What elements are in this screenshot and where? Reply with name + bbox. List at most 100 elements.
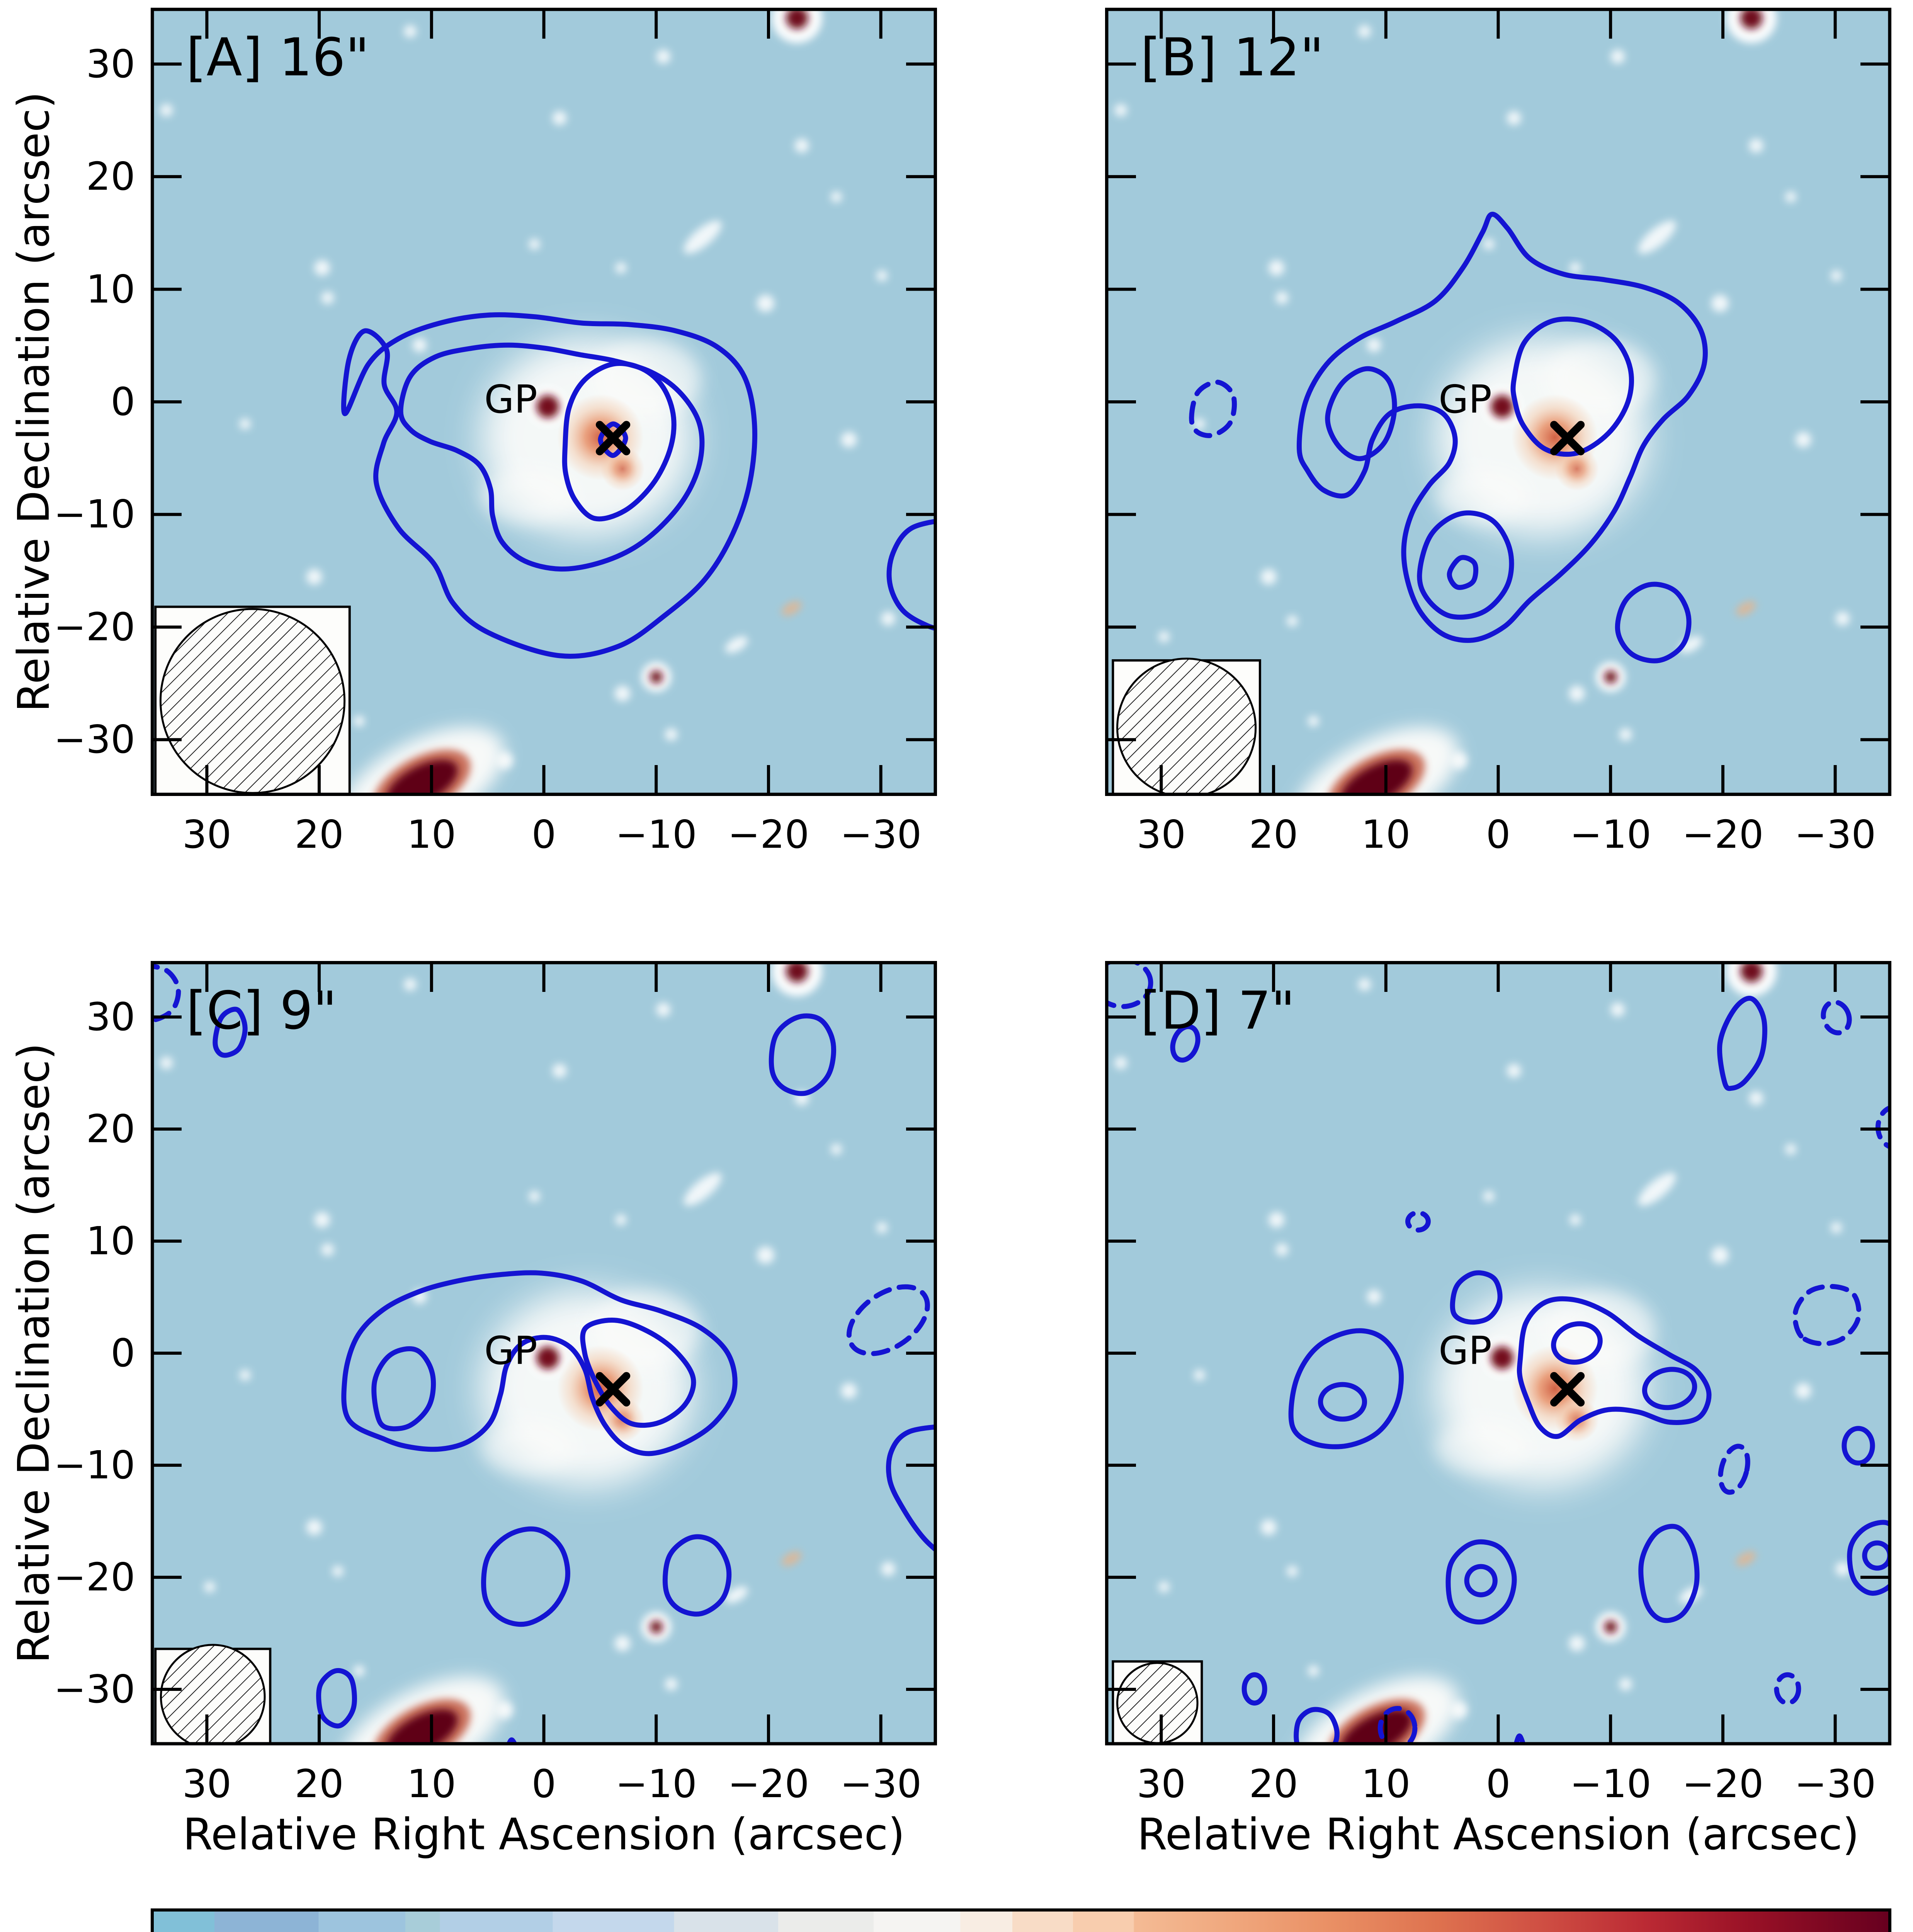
- background-star: [1308, 715, 1319, 727]
- background-star: [1610, 1002, 1625, 1017]
- background-star: [656, 1002, 671, 1017]
- negative-contour: [1405, 1210, 1431, 1233]
- contour: [481, 1526, 570, 1627]
- x-tick-label: 30: [182, 812, 231, 857]
- contour: [1642, 1367, 1697, 1410]
- y-tick-label: −10: [53, 492, 135, 537]
- background-star: [1287, 1566, 1298, 1577]
- x-tick-label: 0: [1486, 1761, 1511, 1806]
- x-tick-label: 10: [407, 1761, 456, 1806]
- y-tick-label: −30: [53, 717, 135, 762]
- contour: [1296, 212, 1708, 643]
- background-star: [841, 432, 857, 448]
- background-star: [1835, 1561, 1850, 1576]
- background-star: [725, 1586, 748, 1603]
- background-star: [665, 1678, 678, 1690]
- background-star: [321, 291, 334, 304]
- x-tick-label: −10: [615, 1761, 697, 1806]
- x-tick-label: 10: [1361, 1761, 1411, 1806]
- background-star: [332, 1566, 343, 1577]
- negative-contour: [1821, 999, 1852, 1036]
- negative-contour: [1774, 1672, 1801, 1706]
- contour: [886, 1424, 937, 1554]
- background-star: [757, 294, 774, 312]
- contour: [316, 1668, 357, 1729]
- contour: [1717, 996, 1767, 1091]
- background-galaxy: [781, 601, 802, 616]
- contour: [598, 421, 628, 458]
- background-star: [1275, 291, 1289, 304]
- background-star: [1358, 978, 1371, 991]
- x-tick-label: −10: [615, 812, 697, 857]
- gp-source: [1491, 1346, 1514, 1369]
- x-marker: [595, 1372, 631, 1406]
- y-tick-label: −10: [53, 1442, 135, 1488]
- x-tick-label: 30: [182, 1761, 231, 1806]
- background-star: [160, 1056, 173, 1070]
- background-star: [204, 1581, 215, 1593]
- background-star: [876, 1222, 888, 1233]
- background-star: [1795, 1383, 1811, 1399]
- background-star: [615, 262, 627, 274]
- background-star: [1194, 1369, 1205, 1381]
- background-star: [665, 728, 678, 741]
- contour: [1842, 1426, 1875, 1466]
- y-tick-label: −20: [53, 1554, 135, 1600]
- y-tick-label: 10: [86, 266, 135, 312]
- panel-c: [151, 961, 937, 1745]
- background-star: [412, 338, 427, 352]
- x-tick-label: −20: [728, 812, 809, 857]
- background-star: [1367, 1289, 1381, 1304]
- background-galaxy: [1736, 601, 1756, 616]
- background-star: [757, 1246, 774, 1264]
- background-star: [1711, 294, 1729, 312]
- contour: [1325, 366, 1397, 461]
- beam-ellipse: [160, 1644, 266, 1745]
- background-star: [1619, 1678, 1632, 1690]
- x-tick-label: −10: [1570, 1761, 1651, 1806]
- background-star: [1785, 191, 1796, 202]
- contour: [1445, 1539, 1517, 1625]
- x-tick-label: 20: [1249, 1761, 1298, 1806]
- contour: [1638, 1524, 1700, 1623]
- contour: [341, 312, 757, 659]
- background-star: [1638, 220, 1676, 254]
- x-tick-label: −30: [840, 1761, 922, 1806]
- background-star: [1269, 260, 1284, 276]
- background-star: [529, 238, 540, 250]
- background-star: [1610, 49, 1625, 64]
- background-star: [684, 220, 722, 254]
- x-tick-label: −20: [1682, 812, 1764, 857]
- background-star: [1507, 1063, 1521, 1078]
- negative-contour: [1105, 961, 1153, 1009]
- background-star: [1785, 1143, 1796, 1155]
- beam-ellipse: [1116, 658, 1257, 796]
- y-tick-label: 20: [86, 1106, 135, 1151]
- y-tick-label: −20: [53, 604, 135, 650]
- bright-galaxy-core: [1340, 1709, 1412, 1745]
- red-source: [650, 670, 663, 684]
- contour: [1615, 582, 1692, 663]
- negative-contour: [1718, 1444, 1750, 1495]
- background-star: [725, 636, 748, 653]
- x-tick-label: 10: [407, 812, 456, 857]
- red-source: [650, 1621, 663, 1633]
- background-star: [841, 1383, 857, 1399]
- background-star: [1287, 615, 1298, 627]
- background-star: [881, 611, 896, 626]
- background-star: [1483, 1190, 1495, 1202]
- background-star: [1260, 1519, 1277, 1536]
- panel-border: [1105, 961, 1891, 1745]
- gp-source: [536, 395, 559, 418]
- y-tick-label: 10: [86, 1218, 135, 1264]
- x-tick-label: 30: [1136, 1761, 1186, 1806]
- panel-border: [1105, 8, 1891, 796]
- background-star: [354, 715, 365, 727]
- x-marker: [1550, 421, 1585, 456]
- x-marker: [595, 421, 631, 456]
- contour: [1517, 1296, 1712, 1439]
- background-star: [1260, 569, 1277, 585]
- background-star: [1308, 1665, 1319, 1677]
- background-star: [239, 418, 251, 430]
- gp-source: [1491, 395, 1514, 418]
